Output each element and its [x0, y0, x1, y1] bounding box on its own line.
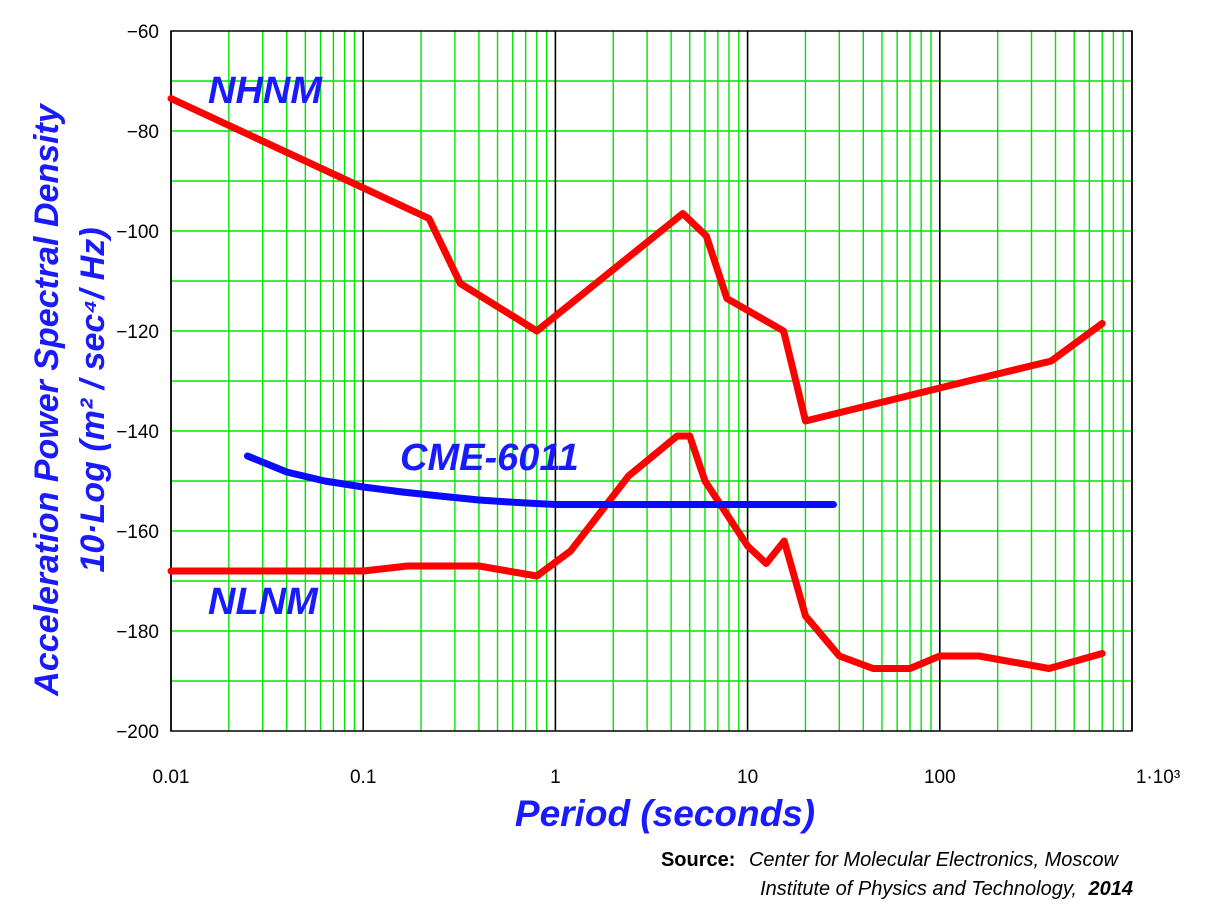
y-tick-label: −60 — [127, 22, 159, 43]
grid-minor — [171, 31, 1132, 731]
y-tick-label: −160 — [116, 522, 159, 543]
label-nlnm: NLNM — [208, 581, 319, 623]
label-cme-6011: CME-6011 — [400, 437, 579, 479]
y-tick-label: −180 — [116, 622, 159, 643]
source-prefix: Source: — [661, 849, 735, 871]
x-tick-label: 100 — [924, 767, 956, 788]
label-nhnm: NHNM — [208, 70, 323, 112]
series-line-nhnm — [167, 95, 1106, 425]
y-tick-labels: −60 −80 −100 −120 −140 −160 −180 −200 — [116, 22, 159, 743]
y-axis-title-line2: 10·Log (m² / sec⁴/ Hz) — [74, 227, 112, 572]
y-tick-label: −120 — [116, 322, 159, 343]
y-axis-title-line1: Acceleration Power Spectral Density — [28, 102, 66, 697]
x-tick-label: 1 — [550, 767, 561, 788]
plot-frame — [170, 30, 1133, 732]
y-tick-label: −140 — [116, 422, 159, 443]
x-tick-label: 10 — [737, 767, 758, 788]
x-tick-labels: 0.01 0.1 1 10 100 1·10³ — [153, 767, 1181, 788]
series-line-nlnm — [167, 432, 1106, 672]
source-line-1: Source: Center for Molecular Electronics… — [661, 849, 1120, 871]
x-tick-label: 0.01 — [153, 767, 190, 788]
series-layer — [167, 95, 1106, 672]
y-tick-label: −100 — [116, 222, 159, 243]
y-tick-label: −80 — [127, 122, 159, 143]
source-year: 2014 — [1088, 878, 1134, 900]
source-line1-italic: Center for Molecular Electronics, Moscow — [749, 849, 1120, 871]
x-tick-label: 0.1 — [350, 767, 376, 788]
source-line2-italic: Institute of Physics and Technology, — [760, 878, 1077, 900]
y-axis-title: Acceleration Power Spectral Density 10·L… — [28, 102, 112, 697]
y-tick-label: −200 — [116, 722, 159, 743]
source-line-2: Institute of Physics and Technology, 201… — [760, 878, 1133, 900]
x-tick-label: 1·10³ — [1136, 767, 1180, 788]
x-axis-title: Period (seconds) — [515, 793, 815, 834]
series-line-cme-6011 — [244, 452, 837, 508]
